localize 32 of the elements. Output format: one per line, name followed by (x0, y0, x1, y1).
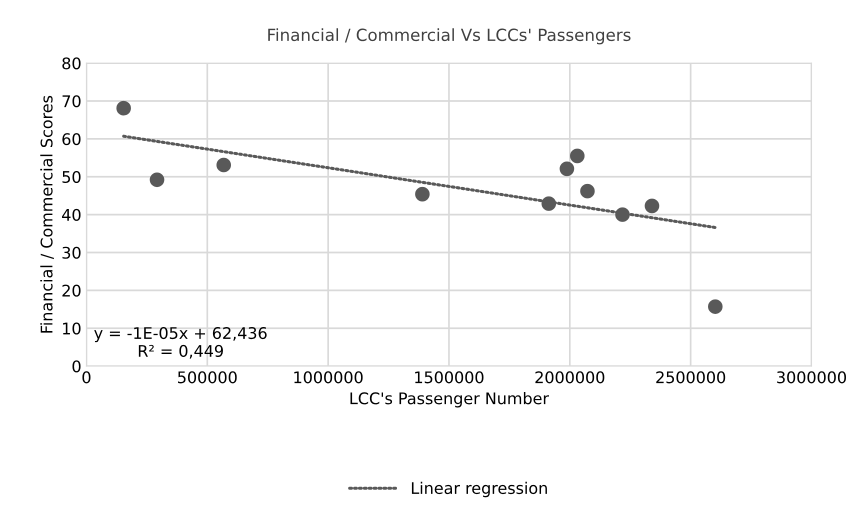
legend-label: Linear regression (412, 482, 547, 498)
chart-title: Financial / Commercial Vs LCCs' Passengers (268, 28, 631, 44)
point (560, 162, 574, 176)
point (615, 207, 630, 222)
y-tick-label: 60 (62, 133, 81, 146)
y-axis-title: Financial / Commercial Scores (40, 96, 54, 333)
x-tick-label: 2500000 (656, 371, 726, 384)
y-tick-label: 80 (62, 57, 81, 70)
point (542, 196, 556, 211)
y-tick-label: 40 (62, 208, 81, 221)
x-axis-title: LCC's Passenger Number (350, 392, 549, 408)
y-tick-label: 10 (63, 322, 81, 335)
y-tick-label: 0 (72, 360, 81, 372)
point (644, 198, 660, 214)
point (415, 186, 430, 202)
y-tick-label: 50 (62, 170, 81, 184)
x-tick-label: 0 (82, 371, 90, 384)
y-tick-label: 20 (62, 284, 81, 297)
point (216, 158, 232, 172)
y-tick-label: 70 (62, 95, 81, 108)
point (150, 172, 164, 188)
point (708, 299, 723, 314)
point (570, 148, 585, 164)
y-tick-label: 30 (62, 246, 81, 259)
point (116, 100, 131, 116)
x-tick-label: 500000 (178, 371, 237, 384)
x-tick-label: 1000000 (294, 371, 363, 384)
point (580, 184, 595, 198)
x-tick-label: 3000000 (777, 371, 846, 384)
annotation: y = -1E-05x + 62,436 R² = 0,449 (94, 327, 267, 359)
x-tick-label: 2000000 (535, 371, 604, 384)
x-tick-label: 1500000 (415, 371, 484, 384)
